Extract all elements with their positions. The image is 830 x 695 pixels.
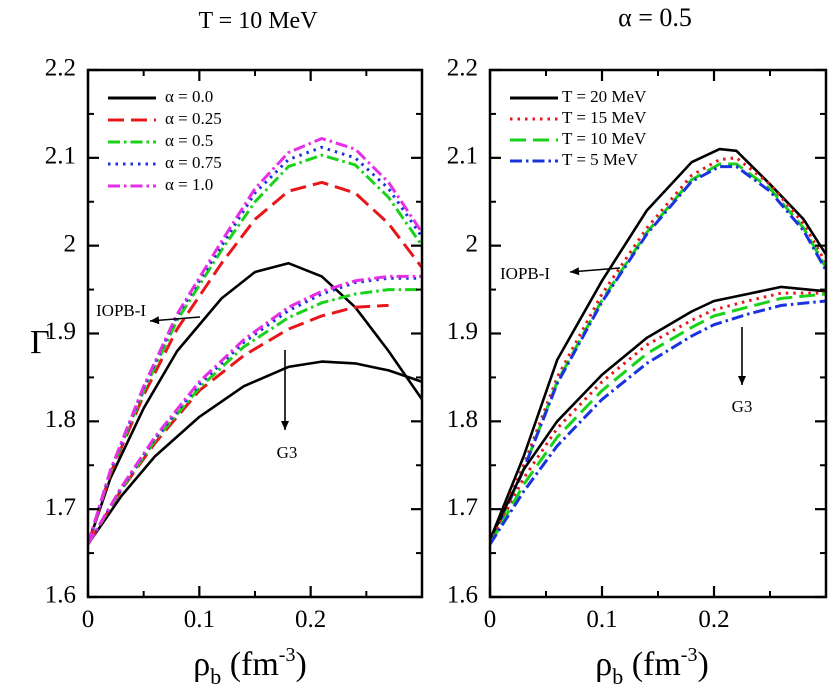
right-legend-label-1: T = 15 MeV <box>562 108 647 127</box>
right-annotation-label-0: IOPB-I <box>500 264 550 283</box>
left-x-axis-label: ρb (fm-3) <box>193 644 307 689</box>
right-series-line-1 <box>490 156 826 544</box>
left-y-tick-label: 2.1 <box>45 143 76 170</box>
left-x-tick-label: 0 <box>82 606 95 633</box>
left-y-tick-label: 1.9 <box>45 318 76 345</box>
right-y-tick-label: 2.2 <box>447 55 478 82</box>
right-series-line-4 <box>490 285 826 541</box>
right-x-tick-label: 0.1 <box>586 606 617 633</box>
right-legend-label-2: T = 10 MeV <box>562 129 647 148</box>
left-series-line-3 <box>88 145 422 545</box>
left-legend-label-2: α = 0.5 <box>165 131 213 150</box>
right-legend-label-0: T = 20 MeV <box>562 87 647 106</box>
left-legend-label-1: α = 0.25 <box>165 109 222 128</box>
left-y-tick-label: 2 <box>64 230 77 257</box>
left-series-line-6 <box>88 303 389 546</box>
right-annotation-arrowhead-1 <box>738 376 746 385</box>
left-x-tick-label: 0.2 <box>295 606 326 633</box>
right-y-tick-label: 1.9 <box>447 318 478 345</box>
left-series-line-2 <box>88 153 422 545</box>
right-annotation-arrowhead-0 <box>570 267 580 276</box>
svg-text:ρb (fm-3): ρb (fm-3) <box>193 644 307 689</box>
right-y-tick-label: 1.6 <box>447 582 478 609</box>
right-x-tick-label: 0 <box>484 606 497 633</box>
left-y-tick-label: 2.2 <box>45 55 76 82</box>
right-legend-label-3: T = 5 MeV <box>562 150 639 169</box>
right-plot-frame <box>488 68 828 599</box>
left-legend-label-4: α = 1.0 <box>165 175 213 194</box>
left-series-line-5 <box>88 360 422 546</box>
left-annotation-label-0: IOPB-I <box>96 301 146 320</box>
right-y-tick-label: 2.1 <box>447 143 478 170</box>
left-series-group <box>88 137 422 546</box>
left-legend-label-0: α = 0.0 <box>165 87 213 106</box>
right-chart-panel: 1.6 1.7 1.8 1.9 2 2.1 2.2 0 0.1 0.2 T = 20 MeV T = … <box>447 55 828 633</box>
right-series-line-7 <box>490 299 826 546</box>
left-y-tick-label: 1.6 <box>45 582 76 609</box>
left-series-line-1 <box>88 180 422 545</box>
left-annotation-arrowhead-0 <box>150 316 160 325</box>
left-series-line-0 <box>88 261 422 545</box>
right-panel-title: α = 0.5 <box>618 3 692 32</box>
right-series-line-6 <box>490 292 826 546</box>
right-series-line-3 <box>490 165 826 545</box>
left-series-line-4 <box>88 137 422 545</box>
left-annotation-arrowhead-1 <box>281 421 289 430</box>
y-axis-label: Γ <box>30 324 50 361</box>
right-x-axis-label: ρb (fm-3) <box>595 644 709 689</box>
right-series-line-5 <box>490 291 826 544</box>
right-y-tick-label: 2 <box>466 230 479 257</box>
left-legend-label-3: α = 0.75 <box>165 153 222 172</box>
right-x-tick-label: 0.2 <box>698 606 729 633</box>
right-y-tick-label: 1.7 <box>447 494 478 521</box>
right-annotation-label-1: G3 <box>732 397 753 416</box>
left-chart-panel: 1.6 1.7 1.8 1.9 2 2.1 2.2 0 0.1 0.2 α = 0.0 α = 0.2… <box>45 55 424 633</box>
left-y-tick-label: 1.7 <box>45 494 76 521</box>
left-series-line-9 <box>88 274 422 546</box>
right-series-line-0 <box>490 147 826 541</box>
left-x-tick-label: 0.1 <box>184 606 215 633</box>
right-series-group <box>490 147 826 546</box>
left-panel-title: T = 10 MeV <box>198 8 318 34</box>
left-y-tick-label: 1.8 <box>45 406 76 433</box>
right-y-tick-label: 1.8 <box>447 406 478 433</box>
left-annotation-label-1: G3 <box>277 443 298 462</box>
svg-text:ρb (fm-3): ρb (fm-3) <box>595 644 709 689</box>
